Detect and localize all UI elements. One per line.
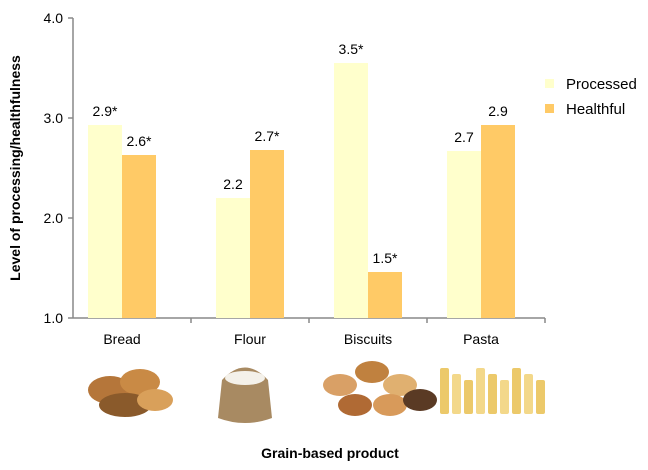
pasta-piece [464, 380, 473, 414]
x-tick-label: Flour [234, 331, 266, 347]
biscuit [323, 374, 357, 396]
biscuit [338, 394, 372, 416]
bread-loaf [120, 369, 160, 395]
bar-processed [216, 198, 250, 318]
biscuit [373, 394, 407, 416]
biscuit [355, 361, 389, 383]
pasta-piece [452, 374, 461, 414]
y-tick-label: 3.0 [44, 110, 64, 126]
bar-healthful [481, 125, 515, 318]
data-label: 3.5* [339, 41, 364, 57]
bread-loaf [137, 389, 173, 411]
pasta-piece [488, 374, 497, 414]
bar-healthful [122, 155, 156, 318]
bread-photo [88, 369, 173, 417]
pasta-piece [476, 368, 485, 414]
bar-healthful [250, 150, 284, 318]
legend-label: Healthful [566, 101, 625, 118]
legend-label: Processed [566, 76, 637, 93]
pasta-piece [512, 368, 521, 414]
data-label: 2.9 [488, 103, 508, 119]
x-tick-label: Bread [103, 331, 140, 347]
pasta-piece [500, 380, 509, 414]
biscuit [403, 389, 437, 411]
data-label: 2.9* [93, 103, 118, 119]
biscuits-photo [323, 361, 437, 416]
flour [225, 371, 265, 385]
data-label: 2.2 [223, 176, 243, 192]
y-tick-label: 1.0 [44, 310, 64, 326]
pasta-piece [440, 368, 449, 414]
x-axis-label: Grain-based product [261, 445, 399, 461]
flour-sack-photo [218, 367, 272, 423]
biscuit [383, 374, 417, 396]
y-axis-label: Level of processing/healthfulness [7, 55, 23, 281]
pasta-piece [536, 380, 545, 414]
data-label: 2.6* [127, 133, 152, 149]
legend-swatch [545, 79, 554, 88]
pasta-photo [440, 368, 545, 414]
bar-healthful [368, 272, 402, 318]
legend-swatch [545, 104, 554, 113]
bar-processed [334, 63, 368, 318]
data-label: 2.7 [454, 129, 474, 145]
x-tick-label: Biscuits [344, 331, 392, 347]
pasta-piece [524, 374, 533, 414]
data-label: 2.7* [255, 128, 280, 144]
x-tick-label: Pasta [463, 331, 499, 347]
bar-processed [88, 125, 122, 318]
bar-processed [447, 151, 481, 318]
y-tick-label: 2.0 [44, 210, 64, 226]
y-tick-label: 4.0 [44, 10, 64, 26]
data-label: 1.5* [373, 250, 398, 266]
